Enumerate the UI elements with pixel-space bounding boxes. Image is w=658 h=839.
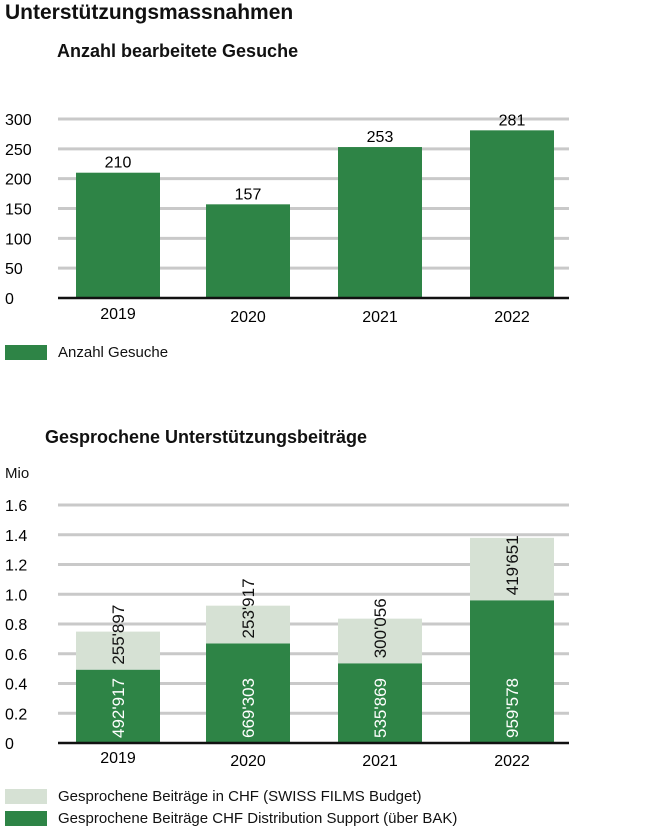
chart2-xtick-label: 2021	[362, 753, 398, 770]
chart1-xtick-label: 2021	[362, 309, 398, 326]
chart2-legend-item-swissfilms: Gesprochene Beiträge in CHF (SWISS FILMS…	[5, 788, 421, 805]
legend-label: Gesprochene Beiträge in CHF (SWISS FILMS…	[58, 788, 422, 805]
chart2-ytick-label: 1.2	[5, 558, 27, 575]
chart2-bar-segment	[338, 618, 422, 664]
chart2-ytick-label: 0.8	[5, 617, 27, 634]
chart1-ytick-label: 100	[5, 231, 32, 248]
chart2-data-label: 253'917	[239, 578, 258, 638]
chart2-data-label: 959'578	[503, 678, 522, 738]
chart2-data-label: 492'917	[109, 678, 128, 738]
page-title: Unterstützungsmassnahmen	[5, 1, 294, 24]
chart1-legend-item: Anzahl Gesuche	[5, 344, 168, 361]
chart2-legend-item-bak: Gesprochene Beiträge CHF Distribution Su…	[5, 810, 457, 827]
chart2-xtick-label: 2020	[230, 753, 266, 770]
chart1-ytick-label: 50	[5, 261, 23, 278]
chart1-xtick-label: 2022	[494, 309, 530, 326]
chart2-data-label: 300'056	[371, 598, 390, 658]
chart1-title: Anzahl bearbeitete Gesuche	[57, 41, 299, 61]
legend-swatch-light	[5, 789, 47, 804]
chart2-bar-segment	[470, 537, 554, 601]
legend-swatch-dark	[5, 345, 47, 360]
chart2-ytick-label: 0	[5, 736, 14, 753]
chart2-title: Gesprochene Unterstützungsbeiträge	[45, 427, 368, 447]
chart1-bar	[338, 147, 422, 298]
chart1-data-label: 253	[367, 129, 394, 146]
chart1-bar	[76, 172, 160, 298]
chart1-bar	[206, 204, 290, 298]
chart1-data-label: 281	[499, 112, 526, 129]
chart1-data-label: 157	[235, 186, 262, 203]
chart2-bar-segment	[206, 643, 290, 743]
chart1-ytick-label: 200	[5, 172, 32, 189]
legend-label: Anzahl Gesuche	[58, 344, 169, 361]
chart2-data-label: 419'651	[503, 535, 522, 595]
chart2-ytick-label: 0.4	[5, 677, 27, 694]
chart2-ytick-label: 0.2	[5, 706, 27, 723]
chart2-bar-segment	[206, 605, 290, 644]
chart2-bar-segment	[338, 663, 422, 743]
chart2-data-label: 535'869	[371, 678, 390, 738]
chart2-xtick-label: 2022	[494, 753, 530, 770]
legend-label: Gesprochene Beiträge CHF Distribution Su…	[58, 810, 458, 827]
chart1-ytick-label: 300	[5, 112, 32, 129]
chart2-bar-segment	[76, 669, 160, 743]
chart2-ylabel: Mio	[5, 465, 30, 482]
chart2-data-label: 255'897	[109, 605, 128, 665]
chart2-ytick-label: 1.6	[5, 498, 27, 515]
chart2-bar-segment	[76, 631, 160, 670]
chart2-ytick-label: 1.4	[5, 528, 27, 545]
chart1-bar	[470, 130, 554, 298]
chart1-ytick-label: 250	[5, 142, 32, 159]
chart2-data-label: 669'303	[239, 678, 258, 738]
legend-swatch-dark	[5, 811, 47, 826]
chart1-ytick-label: 150	[5, 202, 32, 219]
chart1-xtick-label: 2019	[100, 306, 136, 323]
chart2-ytick-label: 1.0	[5, 587, 27, 604]
chart1-xtick-label: 2020	[230, 309, 266, 326]
chart2-ytick-label: 0.6	[5, 647, 27, 664]
chart2-xtick-label: 2019	[100, 750, 136, 767]
chart2-bar-segment	[470, 600, 554, 743]
chart1-ytick-label: 0	[5, 291, 14, 308]
chart1-data-label: 210	[105, 155, 132, 172]
